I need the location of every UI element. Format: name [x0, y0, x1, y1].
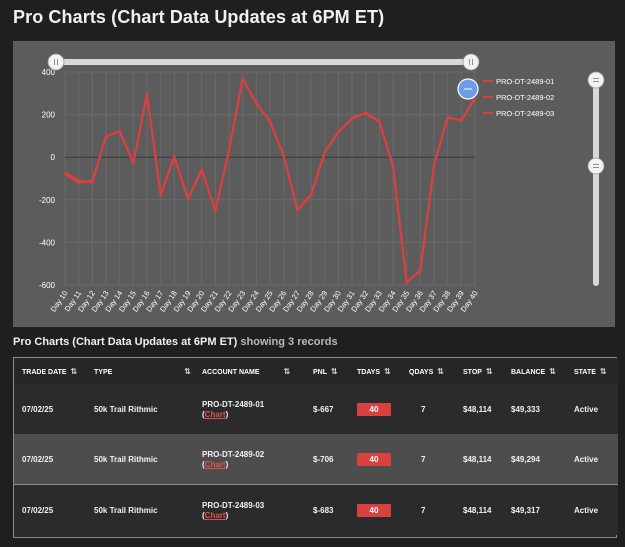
cell-state: Active: [566, 384, 618, 434]
paren-open: (: [202, 409, 205, 419]
table-row: 07/02/25 50k Trail Rithmic PRO-DT-2489-02(…: [14, 434, 618, 485]
y-range-handle-top[interactable]: [587, 71, 605, 89]
table-row: 07/02/25 50k Trail Rithmic PRO-DT-2489-03(…: [14, 484, 618, 535]
cell-state: Active: [566, 484, 618, 535]
x-range-slider-track[interactable]: [56, 59, 471, 65]
column-header-label: TDAYS: [357, 368, 381, 376]
chart-link-wrapper: (Chart): [202, 410, 305, 419]
cell-trade-date: 07/02/25: [14, 484, 86, 535]
x-range-handle-left[interactable]: [47, 53, 65, 71]
cell-balance: $49,317: [503, 484, 566, 535]
sort-icon[interactable]: ⇅: [599, 366, 607, 376]
record-count: showing 3 records: [240, 336, 338, 348]
sort-icon[interactable]: ⇅: [485, 366, 493, 376]
chart-link[interactable]: Chart: [204, 510, 226, 520]
cell-type: 50k Trail Rithmic: [86, 434, 194, 485]
sort-icon[interactable]: ⇅: [331, 366, 338, 376]
y-range-handle-bottom[interactable]: [587, 157, 605, 175]
column-header-label: PNL: [313, 368, 327, 376]
cell-trade-date: 07/02/25: [14, 434, 86, 485]
account-name: PRO-DT-2489-02: [202, 449, 265, 459]
cell-pnl: $-683: [305, 484, 349, 535]
column-header-label: BALANCE: [511, 368, 546, 376]
sort-icon[interactable]: ⇅: [70, 366, 78, 376]
paren-open: (: [202, 510, 205, 520]
cell-balance: $49,333: [503, 384, 566, 434]
y-tick-label: -600: [39, 281, 56, 290]
account-name: PRO-DT-2489-01: [202, 399, 265, 409]
cell-stop: $48,114: [455, 384, 503, 434]
cell-tdays: 40: [349, 484, 401, 535]
y-tick-label: 400: [42, 68, 56, 77]
cell-tdays: 40: [349, 384, 401, 434]
tdays-badge: 40: [357, 503, 391, 517]
y-tick-label: -400: [39, 238, 56, 247]
cell-qdays: 7: [401, 384, 455, 434]
tdays-badge: 40: [357, 402, 391, 416]
column-header-stop[interactable]: STOP ⇅: [455, 358, 503, 384]
column-header-tdays[interactable]: TDAYS ⇅: [349, 358, 401, 384]
cell-account-name: PRO-DT-2489-03 (Chart): [194, 484, 305, 535]
cell-pnl: $-706: [305, 434, 349, 485]
paren-close: ): [225, 459, 229, 469]
column-header-label: TRADE DATE: [22, 368, 67, 376]
legend-label[interactable]: PRO-DT-2489-03: [496, 109, 554, 118]
x-range-handle-right[interactable]: [462, 53, 480, 71]
section-title-text: Pro Charts (Chart Data Updates at 6PM ET…: [13, 336, 238, 348]
cell-type: 50k Trail Rithmic: [86, 484, 194, 535]
column-header-pnl[interactable]: PNL ⇅: [305, 358, 349, 384]
chart-panel: 400 200 0 -200 -400 -600 Day 10 Day 11 Day 12 Day…: [13, 41, 615, 327]
y-tick-label: -200: [39, 196, 56, 205]
cell-qdays: 7: [401, 434, 455, 485]
section-title: Pro Charts (Chart Data Updates at 6PM ET…: [13, 336, 338, 348]
sort-icon[interactable]: ⇅: [549, 366, 556, 376]
cell-pnl: $-667: [305, 384, 349, 434]
cell-account-name: PRO-DT-2489-02 (Chart): [194, 434, 305, 485]
sort-icon[interactable]: ⇅: [283, 366, 291, 376]
accounts-table: TRADE DATE ⇅ TYPE ⇅ ACCOUNT NAME ⇅ PNL ⇅ TDAYS ⇅ Q…: [13, 357, 618, 538]
legend-label[interactable]: PRO-DT-2489-02: [496, 93, 554, 102]
y-range-slider-track[interactable]: [593, 76, 599, 286]
column-header-label: STATE: [574, 368, 596, 376]
cell-tdays: 40: [349, 434, 401, 485]
tdays-badge: 40: [357, 452, 391, 466]
y-tick-label: 200: [42, 111, 56, 120]
chart-link-wrapper: (Chart): [202, 511, 305, 520]
column-header-label: STOP: [463, 368, 482, 376]
paren-close: ): [225, 510, 229, 520]
cell-balance: $49,294: [503, 434, 566, 485]
column-header-label: TYPE: [94, 368, 113, 376]
table-row: 07/02/25 50k Trail Rithmic PRO-DT-2489-01(…: [14, 384, 618, 434]
paren-open: (: [202, 459, 205, 469]
column-header-balance[interactable]: BALANCE ⇅: [503, 358, 566, 384]
cell-account-name: PRO-DT-2489-01 (Chart): [194, 384, 305, 434]
column-header-label: QDAYS: [409, 368, 434, 376]
cell-state: Active: [566, 434, 618, 485]
column-header-qdays[interactable]: QDAYS ⇅: [401, 358, 455, 384]
cell-trade-date: 07/02/25: [14, 384, 86, 434]
chart-link-wrapper: (Chart): [202, 460, 305, 469]
paren-close: ): [225, 409, 229, 419]
y-tick-label: 0: [51, 153, 56, 162]
account-name: PRO-DT-2489-03: [202, 500, 265, 510]
page-title: Pro Charts (Chart Data Updates at 6PM ET…: [13, 7, 385, 27]
column-header-trade-date[interactable]: TRADE DATE ⇅: [14, 358, 86, 384]
column-header-state[interactable]: STATE ⇅: [566, 358, 618, 384]
column-header-label: ACCOUNT NAME: [202, 368, 260, 376]
cell-stop: $48,114: [455, 484, 503, 535]
table-header-row: TRADE DATE ⇅ TYPE ⇅ ACCOUNT NAME ⇅ PNL ⇅ TDAYS ⇅ Q…: [14, 358, 618, 384]
legend-label[interactable]: PRO-DT-2489-01: [496, 77, 554, 86]
sort-icon[interactable]: ⇅: [184, 366, 191, 376]
sort-icon[interactable]: ⇅: [384, 366, 391, 376]
column-header-type[interactable]: TYPE ⇅: [86, 358, 194, 384]
sort-icon[interactable]: ⇅: [437, 366, 444, 376]
chart-link[interactable]: Chart: [204, 409, 226, 419]
column-header-account-name[interactable]: ACCOUNT NAME ⇅: [194, 358, 305, 384]
chart-link[interactable]: Chart: [204, 459, 226, 469]
cell-type: 50k Trail Rithmic: [86, 384, 194, 434]
cell-stop: $48,114: [455, 434, 503, 485]
cell-qdays: 7: [401, 484, 455, 535]
series-line-1: [64, 77, 476, 284]
